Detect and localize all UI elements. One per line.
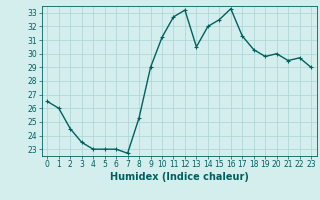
- X-axis label: Humidex (Indice chaleur): Humidex (Indice chaleur): [110, 172, 249, 182]
